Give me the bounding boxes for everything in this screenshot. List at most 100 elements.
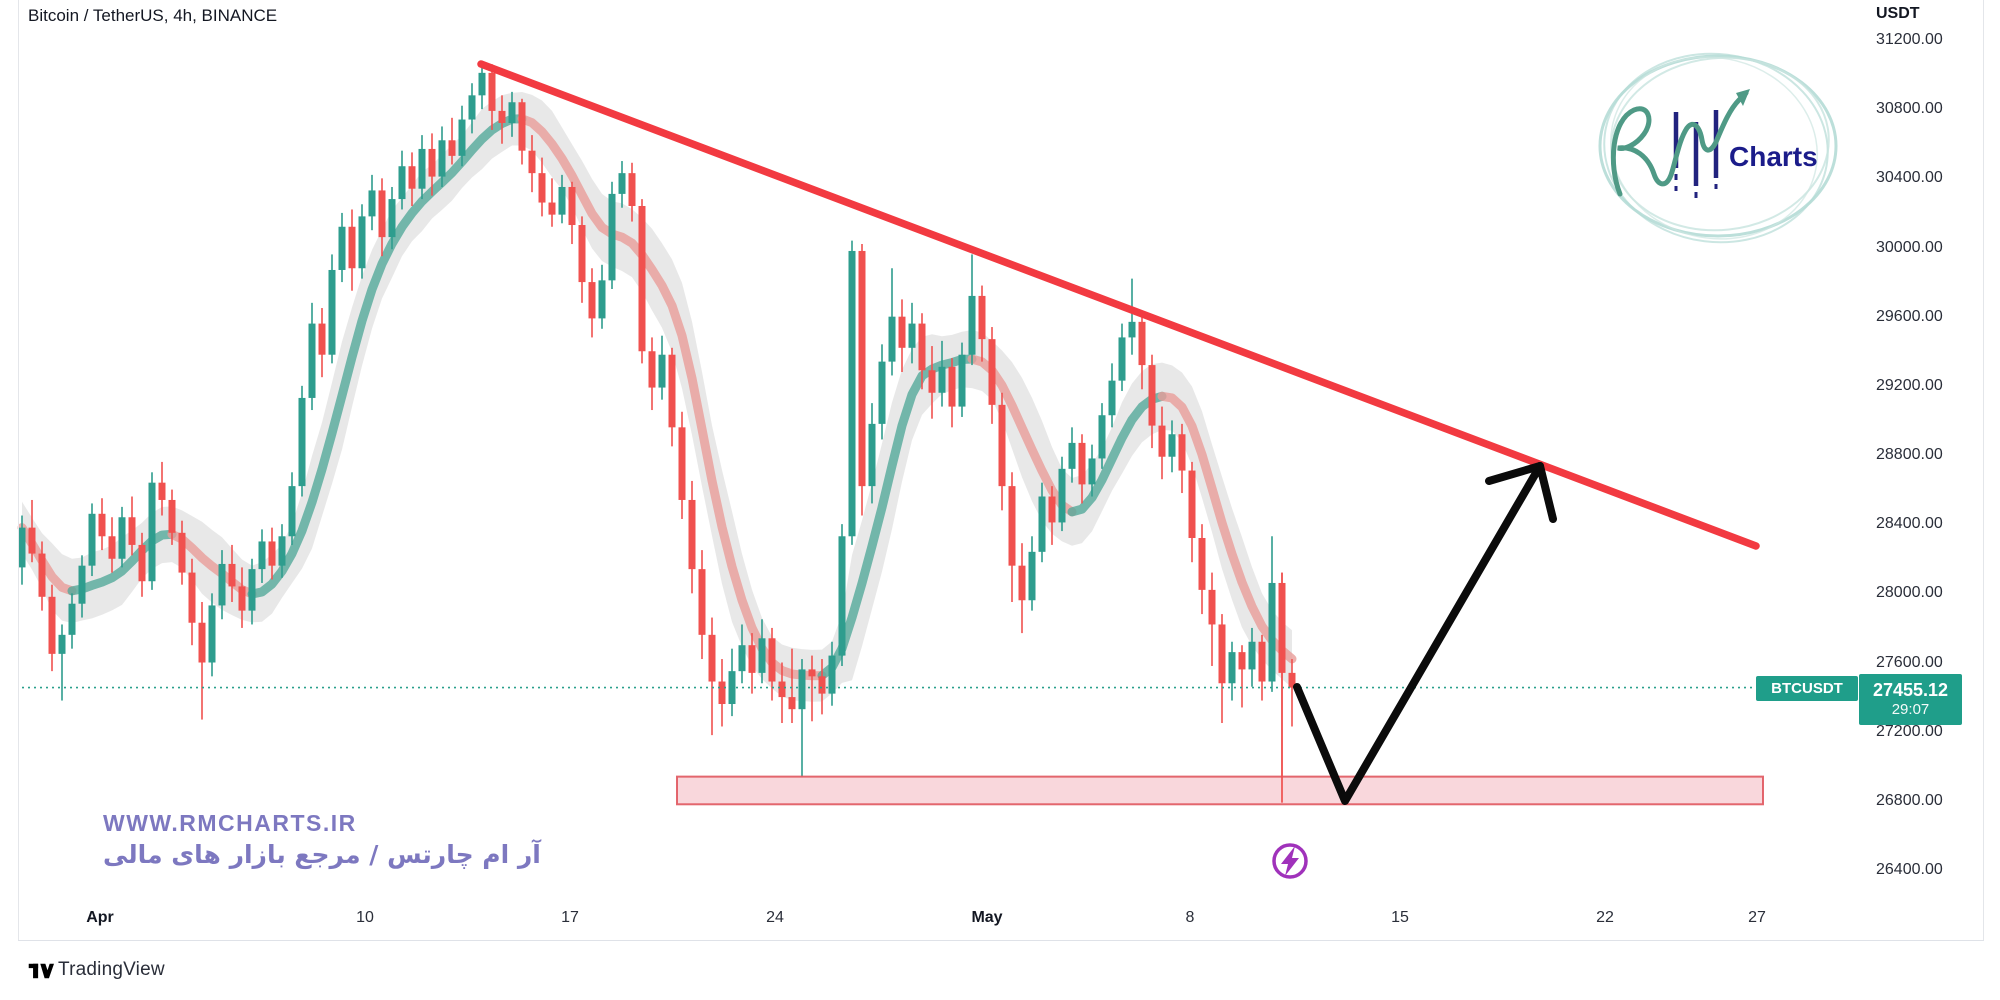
ribbon-segment [817,354,977,681]
candle-down [1208,589,1216,625]
candle-up [618,173,626,194]
tradingview-logo-icon[interactable] [28,958,54,984]
candle-down [1018,565,1026,601]
candle-up [1058,468,1066,523]
tradingview-brand-text[interactable]: TradingView [58,959,165,980]
candlestick-series [18,60,1296,803]
candle-down [378,190,386,238]
rm-charts-logo: Charts [1598,52,1838,244]
currency-label: USDT [1876,5,1920,22]
candle-up [258,541,266,570]
candle-up [278,536,286,566]
candle-up [1268,582,1276,682]
candle-up [338,226,346,270]
candle-up [888,316,896,362]
time-tick-label-27: 27 [1748,909,1766,926]
candle-down [858,250,866,487]
candle-up [418,148,426,189]
candle-up [308,323,316,398]
time-tick-label-15: 15 [1391,909,1409,926]
candle-up [1168,434,1176,457]
price-tick-label: 26800.00 [1876,791,1943,809]
candle-up [78,565,86,604]
symbol-price-badge[interactable]: BTCUSDT [1756,676,1858,701]
candle-down [1188,470,1196,539]
candle-down [708,634,716,682]
lightning-circle [1272,843,1308,879]
candle-up [368,190,376,217]
candle-up [18,527,26,568]
price-tick-label: 30400.00 [1876,169,1943,187]
candle-up [468,95,476,120]
candle-up [1128,321,1136,338]
candle-down [198,622,206,663]
candle-down [1158,425,1166,457]
candle-up [958,354,966,407]
candle-up [608,193,616,281]
candle-up [1098,415,1106,459]
symbol-title: Bitcoin / TetherUS, 4h, BINANCE [28,6,278,25]
candle-down [1008,486,1016,566]
candle-down [1048,496,1056,523]
candle-down [718,681,726,705]
candle-up [478,72,486,96]
logo-script-rm [1610,89,1750,197]
candle-down [488,72,496,111]
candle-up [1038,496,1046,552]
candle-down [928,370,936,393]
time-tick-label-may: May [971,909,1003,926]
candle-down [548,202,556,215]
candle-up [868,423,876,487]
candle-down [698,569,706,635]
candle-up [938,366,946,393]
candle-down [1078,442,1086,485]
candle-up [88,513,96,566]
candle-down [748,645,756,673]
chart-right-border [1983,0,1984,940]
lightning-icon [1272,843,1308,879]
candle-down [228,563,236,587]
time-tick-label-17: 17 [561,909,579,926]
candle-down [38,553,46,597]
candle-up [598,280,606,319]
time-tick-label-10: 10 [356,909,374,926]
candle-down [238,586,246,611]
candle-up [248,569,256,611]
arrow-shaft [1293,462,1544,805]
candle-down [818,676,826,694]
candle-down [588,282,596,319]
price-tick-label: 27200.00 [1876,722,1943,740]
candle-down [48,596,56,654]
last-price-value: 27455.12 [1872,679,1949,700]
candle-down [1148,365,1156,426]
candle-up [1028,551,1036,601]
candle-down [1178,434,1186,471]
candle-down [1238,652,1246,670]
watermark-persian: آر ام چارتس / مرجع بازار های مالی [103,840,541,869]
candle-down [678,427,686,500]
price-tick-label: 28000.00 [1876,584,1943,602]
bar-countdown: 29:07 [1891,701,1930,719]
time-tick-label-apr: Apr [86,909,114,926]
projection-arrow [1293,462,1557,805]
price-tick-label: 28800.00 [1876,446,1943,463]
candle-down [668,354,676,428]
candle-down [28,527,36,554]
chart-left-border [18,0,19,940]
candle-up [438,140,446,177]
candle-up [878,361,886,424]
candle-down [918,323,926,371]
candle-down [318,323,326,355]
candle-down [568,186,576,226]
candle-down [408,166,416,189]
candle-down [808,669,816,677]
price-tick-label: 26400.00 [1876,861,1943,878]
candle-up [1248,641,1256,670]
candle-up [458,119,466,156]
candle-up [58,634,66,654]
candle-down [898,316,906,348]
candle-down [778,681,786,698]
candle-down [268,541,276,566]
candle-down [98,513,106,537]
